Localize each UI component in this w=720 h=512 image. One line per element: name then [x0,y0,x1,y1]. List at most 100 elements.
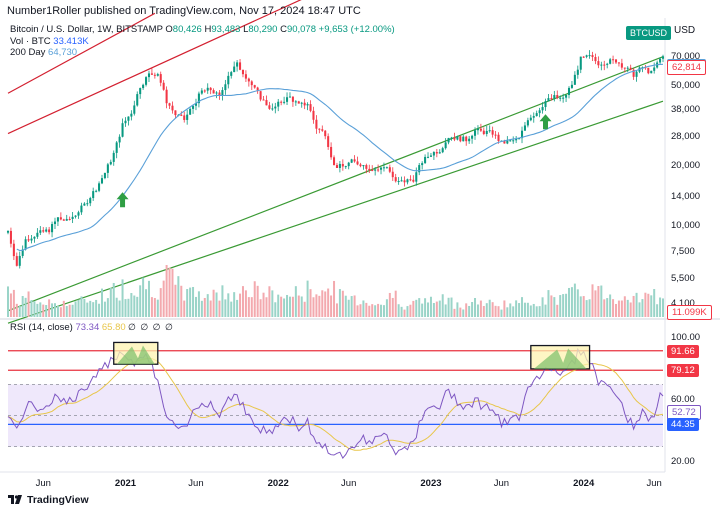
time-tick-label: 2024 [573,478,595,489]
volume-bar [579,296,582,317]
rsi-tag: 91.66 [667,344,699,358]
volume-bar [92,302,95,317]
volume-bar [626,299,629,317]
volume-bar [468,305,471,317]
candle-body [171,105,174,111]
candle-body [465,136,468,142]
candle-body [333,157,336,166]
volume-bar [418,298,421,317]
volume-bar [659,297,662,317]
volume-bar [570,287,573,317]
volume-bar [388,292,391,317]
candle-body [491,130,494,135]
candle-body [121,123,124,137]
volume-bar [86,302,89,317]
candle-body [579,56,582,70]
candle-body [303,102,306,106]
volume-bar [39,302,42,317]
volume-bar [382,305,385,317]
candle-body [562,97,565,99]
volume-bar [303,301,306,317]
candle-body [15,256,18,266]
volume-bar [59,307,62,317]
candle-body [620,63,623,68]
time-tick-label: 2021 [114,478,137,489]
candle-body [503,140,506,144]
candle-body [150,73,153,75]
candle-body [103,172,106,179]
currency-label[interactable]: USD [674,25,696,36]
volume-bar [12,289,15,317]
volume-bar [277,294,280,317]
volume-bar [435,301,438,317]
volume-bar [150,297,153,317]
volume-bar [523,302,526,317]
candle-body [124,120,127,124]
candle-body [585,55,588,57]
candle-body [74,215,77,217]
candle-body [438,152,441,154]
volume-bar [512,306,515,317]
volume-bar [471,301,474,317]
candle-body [632,69,635,77]
candle-body [315,119,318,129]
tradingview-logo[interactable]: TradingView [8,494,89,506]
candle-body [309,104,312,111]
volume-bar [230,301,233,317]
candle-body [412,179,415,182]
volume-bar [556,304,559,317]
rsi-ma-value: 65.80 [101,322,126,333]
candle-body [318,128,321,130]
volume-bar [429,296,432,317]
candle-body [286,97,289,102]
volume-bar [250,297,253,317]
ohlc-c-label: C [280,24,287,35]
candle-body [661,56,665,59]
candle-body [429,155,432,157]
volume-bar [647,293,650,317]
volume-bar [65,306,68,317]
candle-body [614,59,618,63]
candle-body [462,136,465,142]
volume-bar [532,303,535,317]
candle-body [224,84,227,91]
volume-bar [168,267,171,317]
candle-body [118,136,121,143]
volume-bar [130,293,133,317]
rsi-ma-line [7,357,664,451]
candle-body [153,74,156,76]
candle-body [18,255,21,266]
volume-bar [162,280,165,317]
volume-bar [374,305,377,317]
volume-bar [515,300,518,317]
price-tick-label: 70,000 [671,50,701,62]
candle-body [268,105,271,109]
candle-body [92,191,95,199]
candle-body [377,169,380,171]
candle-body [136,94,139,106]
candle-body [156,74,159,76]
volume-bar [620,300,623,317]
volume-bar [365,302,368,317]
candle-body [485,130,488,134]
volume-bar [465,303,468,317]
candle-body [53,221,57,225]
volume-bar [271,290,274,317]
volume-bar [95,299,98,317]
candle-body [24,239,27,250]
ticker-badge[interactable]: BTCUSD [626,26,672,40]
volume-bar [479,300,482,317]
volume-bar [42,304,45,317]
candle-body [385,167,388,169]
candle-body [576,69,579,75]
volume-bar [600,285,603,317]
price-tick-label: 10,000 [671,220,701,232]
candle-body [406,179,409,183]
candle-body [347,162,350,167]
volume-bar [576,289,579,317]
candle-body [588,55,591,57]
volume-bar [424,298,427,317]
candle-body [280,101,283,103]
volume-bar [456,302,459,317]
